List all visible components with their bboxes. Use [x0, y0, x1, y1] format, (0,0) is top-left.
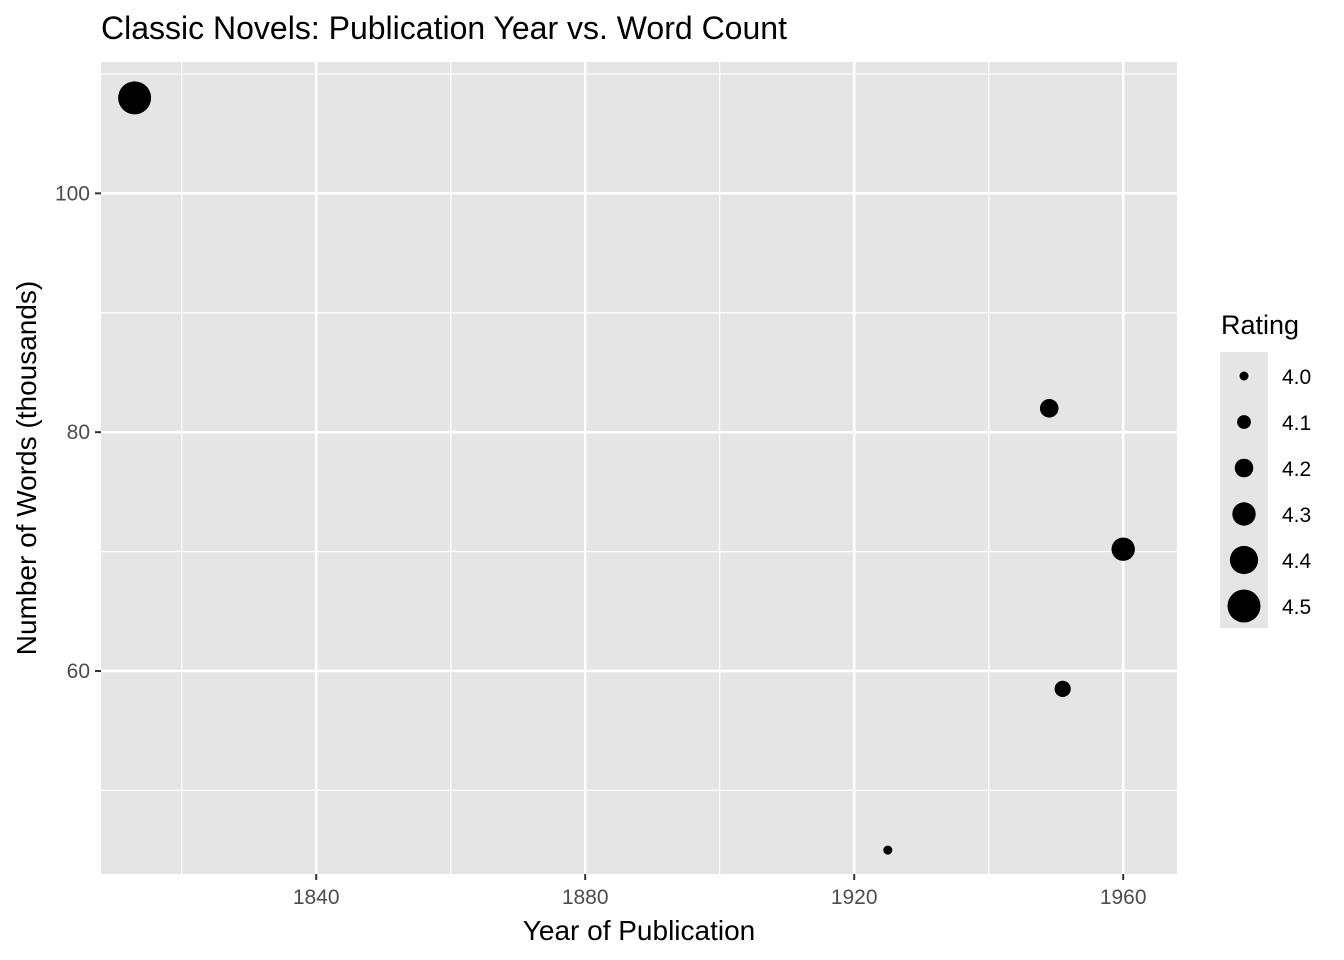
legend-title: Rating: [1221, 310, 1299, 340]
minor-grid: [101, 62, 1177, 874]
legend-key-circle: [1232, 502, 1256, 526]
legend-key-circle: [1227, 589, 1261, 623]
data-point: [118, 81, 152, 115]
x-tick-label: 1920: [831, 886, 878, 909]
legend-label: 4.1: [1282, 412, 1311, 435]
chart-title: Classic Novels: Publication Year vs. Wor…: [101, 10, 787, 46]
legend-items: 4.0 4.1 4.2 4.3 4.4 4.5: [1227, 366, 1312, 623]
legend-key-background: [1220, 352, 1268, 628]
legend-label: 4.3: [1282, 504, 1311, 527]
legend-key-circle: [1239, 371, 1249, 381]
data-point: [1111, 537, 1135, 561]
legend-label: 4.2: [1282, 458, 1311, 481]
x-tick-label: 1960: [1100, 886, 1147, 909]
y-axis-title: Number of Words (thousands): [11, 281, 42, 656]
size-legend: Rating 4.0 4.1 4.2 4.3 4.4 4.5: [1220, 310, 1312, 628]
major-grid: [101, 62, 1177, 874]
y-axis: 60 80 100: [55, 182, 101, 683]
data-point: [1039, 398, 1059, 418]
legend-label: 4.0: [1282, 366, 1311, 389]
data-point: [883, 845, 893, 855]
legend-label: 4.5: [1282, 596, 1311, 619]
y-tick-label: 80: [67, 421, 90, 444]
x-axis-title: Year of Publication: [523, 915, 755, 946]
data-points: [118, 81, 1135, 855]
legend-label: 4.4: [1282, 550, 1312, 573]
plot-panel: [101, 62, 1177, 874]
y-tick-label: 100: [55, 182, 90, 205]
x-axis: 1840 1880 1920 1960: [293, 874, 1147, 909]
y-tick-label: 60: [67, 660, 90, 683]
x-tick-label: 1840: [293, 886, 340, 909]
legend-key-circle: [1229, 545, 1259, 575]
x-tick-label: 1880: [562, 886, 609, 909]
data-point: [1054, 680, 1071, 698]
legend-key-circle: [1237, 415, 1251, 429]
legend-key-circle: [1234, 458, 1254, 478]
